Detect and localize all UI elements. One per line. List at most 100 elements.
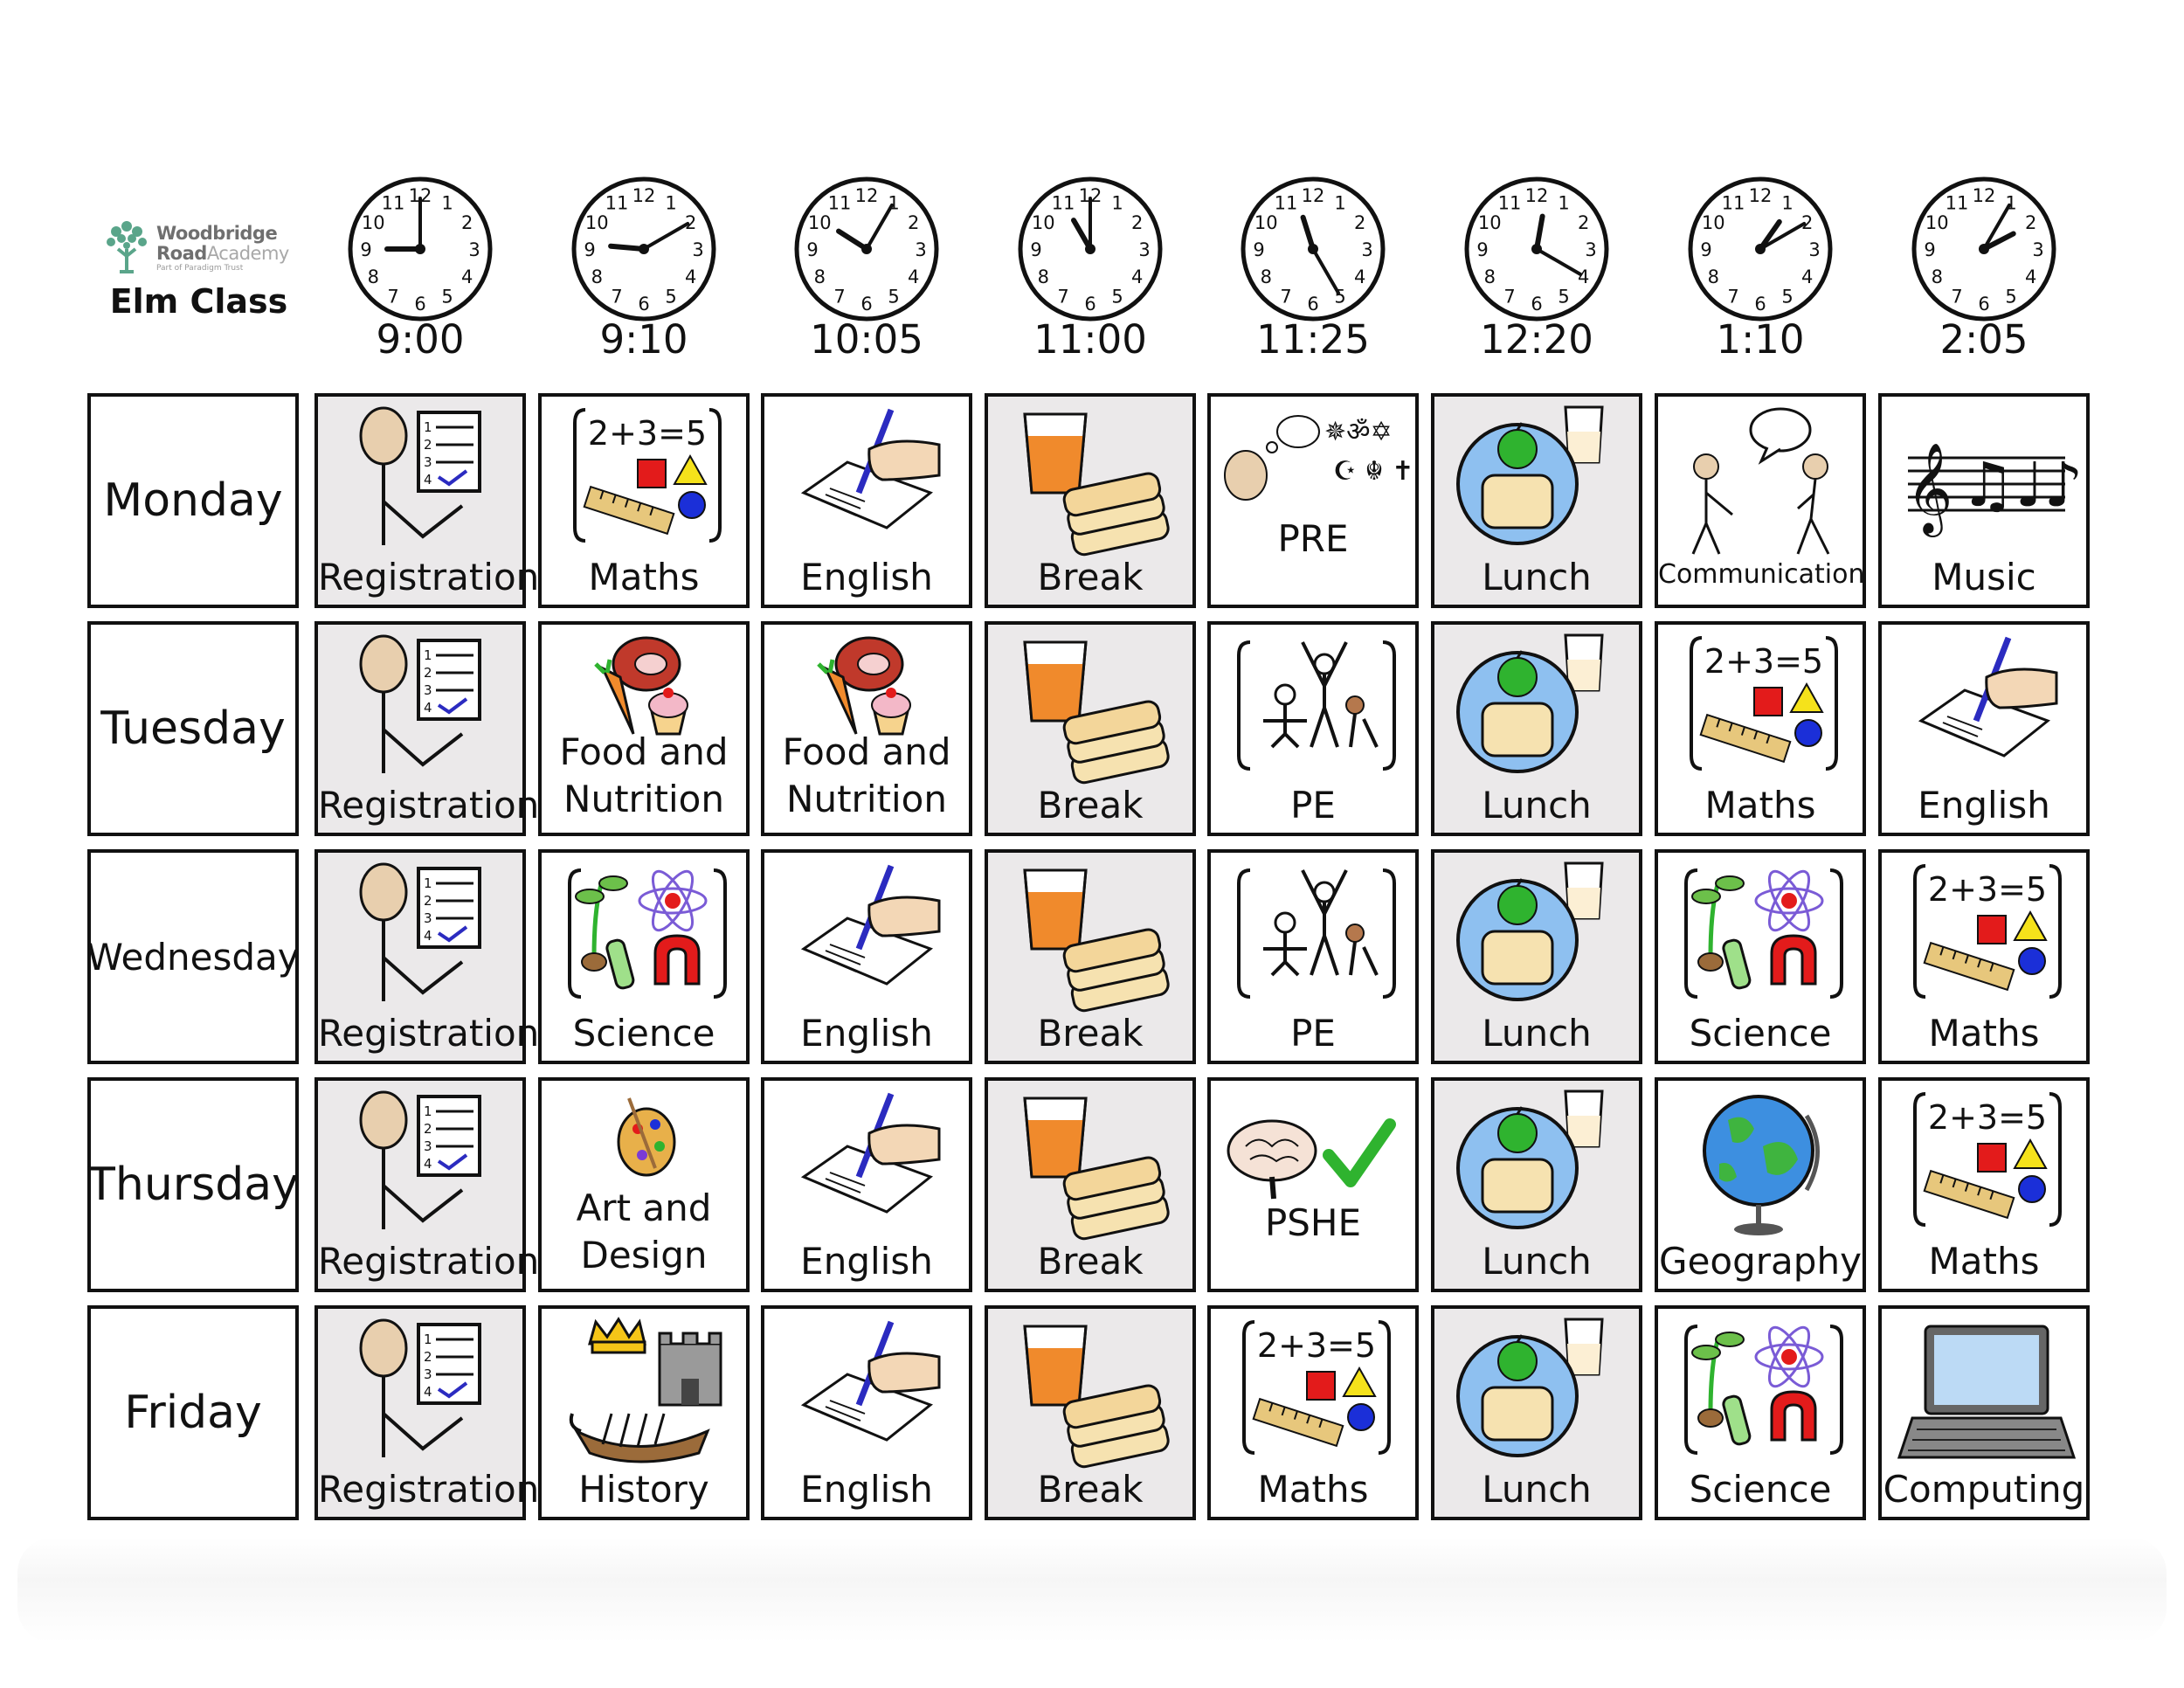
timetable-cell-pe[interactable]: PE (1207, 621, 1419, 836)
subject-label: Communication (1658, 559, 1865, 590)
timetable-cell-pre[interactable]: ✵ॐ✡ ☪ ☬ ✝ PRE (1207, 393, 1419, 608)
svg-text:1: 1 (1781, 192, 1793, 213)
timetable-cell-geography[interactable]: Geography (1655, 1077, 1866, 1292)
subject-label: Maths (1928, 1011, 2040, 1055)
timetable-cell-lunch[interactable]: Lunch (1431, 393, 1642, 608)
svg-text:2: 2 (1578, 212, 1589, 233)
timetable-cell-break[interactable]: Break (985, 1077, 1196, 1292)
timetable-cell-maths[interactable]: 2+3=5 Maths (1207, 1305, 1419, 1520)
timetable-cell-english[interactable]: English (761, 1077, 972, 1292)
svg-text:6: 6 (414, 294, 425, 315)
svg-text:2+3=5: 2+3=5 (1928, 870, 2047, 909)
timetable-cell-maths[interactable]: 2+3=5 Maths (1878, 1077, 2090, 1292)
timetable-cell-maths[interactable]: 2+3=5 Maths (1878, 849, 2090, 1064)
lunch-icon (1434, 1309, 1639, 1484)
svg-text:9: 9 (806, 239, 818, 260)
timetable-cell-break[interactable]: Break (985, 1305, 1196, 1520)
timetable-cell-lunch[interactable]: Lunch (1431, 849, 1642, 1064)
svg-text:3: 3 (2032, 239, 2043, 260)
svg-text:9: 9 (1253, 239, 1264, 260)
pe-icon (1211, 625, 1415, 799)
svg-text:11: 11 (1722, 192, 1745, 213)
day-label-text: Thursday (87, 1159, 299, 1211)
timetable-cell-lunch[interactable]: Lunch (1431, 1305, 1642, 1520)
break-icon (988, 853, 1192, 1027)
timetable-cell-art-and-design[interactable]: Art and Design (538, 1077, 750, 1292)
svg-text:10: 10 (585, 212, 609, 233)
english-icon (1882, 625, 2086, 799)
svg-text:2: 2 (461, 212, 473, 233)
svg-text:5: 5 (888, 287, 899, 308)
subject-label: Maths (1704, 783, 1816, 827)
lunch-icon (1434, 625, 1639, 799)
subject-label: Break (1037, 1467, 1144, 1511)
art-and-design-icon (542, 1081, 746, 1256)
svg-text:1: 1 (441, 192, 453, 213)
svg-text:11: 11 (382, 192, 405, 213)
science-icon (1658, 1309, 1863, 1484)
timetable-cell-science[interactable]: Science (1655, 849, 1866, 1064)
day-label-text: Wednesday (86, 935, 300, 979)
timetable-cell-break[interactable]: Break (985, 621, 1196, 836)
geography-icon (1658, 1081, 1863, 1256)
svg-text:8: 8 (368, 266, 379, 287)
subject-label: English (800, 1011, 933, 1055)
svg-text:10: 10 (1478, 212, 1502, 233)
clock-time-label: 9:10 (599, 316, 688, 363)
day-label-text: Monday (103, 474, 283, 527)
timetable-cell-lunch[interactable]: Lunch (1431, 621, 1642, 836)
clock-time-label: 11:00 (1033, 316, 1147, 363)
subject-label: Lunch (1482, 1239, 1592, 1283)
subject-label: Science (572, 1011, 715, 1055)
subject-label: Lunch (1482, 783, 1592, 827)
svg-text:2+3=5: 2+3=5 (588, 414, 707, 453)
break-icon (988, 1081, 1192, 1256)
svg-text:5: 5 (665, 287, 676, 308)
timetable-cell-english[interactable]: English (1878, 621, 2090, 836)
timetable-cell-english[interactable]: English (761, 1305, 972, 1520)
subject-label: Lunch (1482, 555, 1592, 598)
svg-text:5: 5 (441, 287, 453, 308)
subject-label: Maths (1928, 1239, 2040, 1283)
timetable-cell-science[interactable]: Science (538, 849, 750, 1064)
timetable-cell-pshe[interactable]: PSHE (1207, 1077, 1419, 1292)
timetable-cell-communication[interactable]: Communication (1655, 393, 1866, 608)
clock-icon: 12 1 2 3 4 5 6 7 8 9 10 11 (1239, 175, 1387, 328)
timetable-cell-english[interactable]: English (761, 393, 972, 608)
svg-text:6: 6 (1754, 294, 1766, 315)
timetable-cell-lunch[interactable]: Lunch (1431, 1077, 1642, 1292)
timetable-cell-pe[interactable]: PE (1207, 849, 1419, 1064)
timetable-cell-computing[interactable]: Computing (1878, 1305, 2090, 1520)
svg-text:2: 2 (908, 212, 919, 233)
svg-text:11: 11 (1946, 192, 1969, 213)
svg-text:2: 2 (685, 212, 696, 233)
timetable-cell-food-and-nutrition[interactable]: Food and Nutrition (761, 621, 972, 836)
timetable-cell-maths[interactable]: 2+3=5 Maths (538, 393, 750, 608)
svg-text:4: 4 (685, 266, 696, 287)
svg-text:4: 4 (1578, 266, 1589, 287)
timetable-cell-history[interactable]: History (538, 1305, 750, 1520)
subject-label: Science (1689, 1011, 1832, 1055)
svg-text:2: 2 (424, 1349, 432, 1365)
svg-text:3: 3 (468, 239, 480, 260)
page-bottom-shadow (17, 1538, 2167, 1643)
timetable-cell-maths[interactable]: 2+3=5 Maths (1655, 621, 1866, 836)
svg-text:11: 11 (1052, 192, 1075, 213)
science-icon (1658, 853, 1863, 1027)
svg-text:8: 8 (1484, 266, 1496, 287)
timetable-cell-english[interactable]: English (761, 849, 972, 1064)
subject-label: Break (1037, 1239, 1144, 1283)
timetable-cell-science[interactable]: Science (1655, 1305, 1866, 1520)
svg-text:12: 12 (1973, 185, 1996, 206)
timetable-cell-break[interactable]: Break (985, 393, 1196, 608)
subject-label: English (800, 1467, 933, 1511)
timetable-cell-break[interactable]: Break (985, 849, 1196, 1064)
timetable-cell-food-and-nutrition[interactable]: Food and Nutrition (538, 621, 750, 836)
timetable-cell-music[interactable]: 𝄞 ♫♩♪ Music (1878, 393, 2090, 608)
